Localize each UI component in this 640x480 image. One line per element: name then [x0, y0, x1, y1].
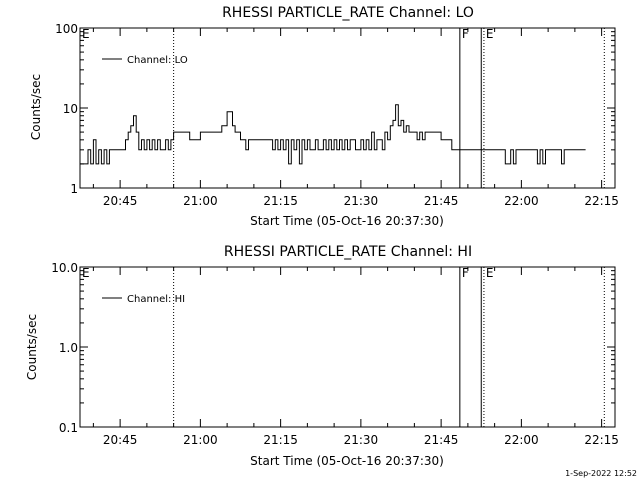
hi-x-tick-label: 22:00	[504, 433, 539, 447]
lo-series-line	[80, 104, 586, 165]
hi-x-tick-label: 22:15	[584, 433, 619, 447]
hi-x-tick-label: 21:00	[183, 433, 218, 447]
lo-x-tick-label: 21:00	[183, 194, 218, 208]
lo-channel-panel: RHESSI PARTICLE_RATE Channel: LO Counts/…	[29, 5, 619, 228]
hi-x-tick-label: 21:45	[424, 433, 459, 447]
lo-chart-title: RHESSI PARTICLE_RATE Channel: LO	[222, 5, 474, 21]
lo-x-tick-label: 20:45	[103, 194, 138, 208]
lo-x-tick-label: 22:15	[584, 194, 619, 208]
lo-marker-label: F	[462, 27, 469, 41]
hi-x-tick-label: 21:30	[344, 433, 379, 447]
lo-y-tick-label: 10	[63, 102, 78, 116]
hi-y-tick-label: 10.0	[51, 261, 78, 275]
hi-y-tick-label: 0.1	[59, 421, 78, 435]
hi-marker-label: E	[486, 266, 494, 280]
lo-y-axis-label: Counts/sec	[29, 74, 43, 140]
lo-y-tick-label: 100	[55, 22, 78, 36]
lo-x-tick-label: 21:15	[263, 194, 298, 208]
hi-marker-label: F	[462, 266, 469, 280]
hi-x-tick-label: 21:15	[263, 433, 298, 447]
lo-x-tick-label: 22:00	[504, 194, 539, 208]
lo-marker-label: E	[82, 27, 90, 41]
lo-legend-label: Channel: LO	[127, 55, 188, 66]
hi-chart-title: RHESSI PARTICLE_RATE Channel: HI	[224, 244, 472, 260]
hi-legend-label: Channel: HI	[127, 294, 185, 305]
hi-x-axis-label: Start Time (05-Oct-16 20:37:30)	[250, 454, 444, 468]
hi-x-tick-label: 20:45	[103, 433, 138, 447]
hi-y-axis-label: Counts/sec	[25, 314, 39, 380]
lo-x-axis-label: Start Time (05-Oct-16 20:37:30)	[250, 214, 444, 228]
hi-channel-panel: RHESSI PARTICLE_RATE Channel: HI Counts/…	[25, 244, 619, 468]
lo-x-tick-label: 21:45	[424, 194, 459, 208]
lo-y-tick-label: 1	[70, 182, 78, 196]
lo-marker-label: E	[486, 27, 494, 41]
hi-y-tick-label: 1.0	[59, 341, 78, 355]
footer-timestamp: 1-Sep-2022 12:52	[565, 469, 637, 478]
lo-x-tick-label: 21:30	[344, 194, 379, 208]
hi-marker-label: E	[82, 266, 90, 280]
